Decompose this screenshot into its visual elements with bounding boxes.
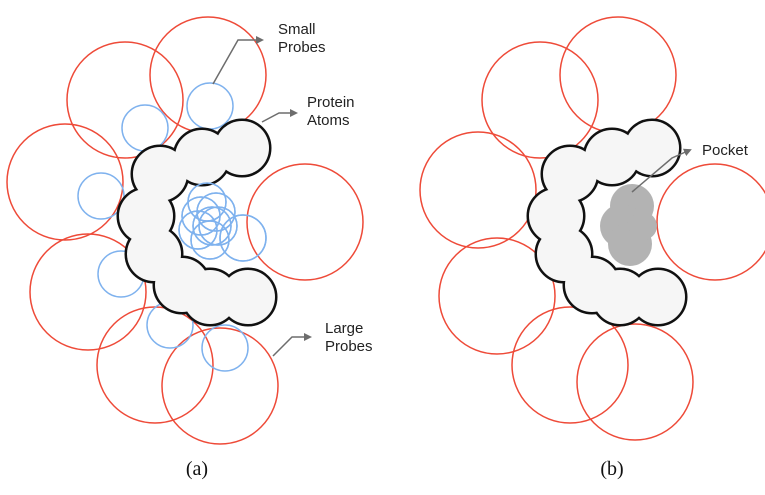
large-probe	[511, 306, 629, 424]
protein-atom-fill	[119, 121, 275, 324]
large-probes-a	[6, 16, 364, 445]
label-small-probes-line2: Probes	[278, 39, 326, 56]
label-large-probes: Large Probes	[272, 320, 373, 357]
small-probe	[186, 82, 234, 130]
large-probe	[481, 41, 599, 159]
large-probe	[656, 163, 765, 281]
panel-b: Pocket (b)	[419, 16, 765, 480]
large-probe	[161, 327, 279, 445]
small-probe	[201, 324, 249, 372]
pocket-region	[600, 184, 657, 266]
label-large-probes-line1: Large	[325, 320, 363, 337]
large-probes-b	[419, 16, 765, 441]
protein-atoms-a	[116, 118, 278, 327]
large-probe	[559, 16, 677, 134]
small-probes-pocket-a	[178, 182, 267, 262]
large-probe	[96, 306, 214, 424]
large-probe	[576, 323, 694, 441]
small-probe	[77, 172, 125, 220]
label-large-probes-line2: Probes	[325, 338, 373, 355]
label-pocket: Pocket	[631, 142, 749, 193]
small-probe	[121, 104, 169, 152]
svg-text:Atoms: Atoms	[307, 112, 350, 129]
label-small-probes-line1: Small	[278, 21, 316, 38]
label-small-probes: Small Probes	[212, 21, 326, 85]
svg-text:Small: Small	[278, 21, 316, 38]
large-probe	[246, 163, 364, 281]
label-protein-atoms-line1: Protein	[307, 94, 355, 111]
svg-text:Large: Large	[325, 320, 363, 337]
large-probe	[66, 41, 184, 159]
large-probe	[149, 16, 267, 134]
caption-b: (b)	[600, 458, 623, 480]
svg-text:Probes: Probes	[278, 39, 326, 56]
label-protein-atoms: Protein Atoms	[261, 94, 355, 129]
svg-text:Probes: Probes	[325, 338, 373, 355]
large-probe	[29, 233, 147, 351]
large-probe	[419, 131, 537, 249]
large-probe	[438, 237, 556, 355]
svg-text:Protein: Protein	[307, 94, 355, 111]
protein-atom-fill	[529, 121, 685, 324]
label-protein-atoms-line2: Atoms	[307, 112, 350, 129]
panel-a: Small Probes Protein Atoms Large Probes …	[6, 16, 373, 480]
caption-a: (a)	[186, 458, 208, 480]
protein-atoms-b	[526, 118, 688, 327]
large-probe	[6, 123, 124, 241]
label-pocket-text: Pocket	[702, 142, 749, 159]
